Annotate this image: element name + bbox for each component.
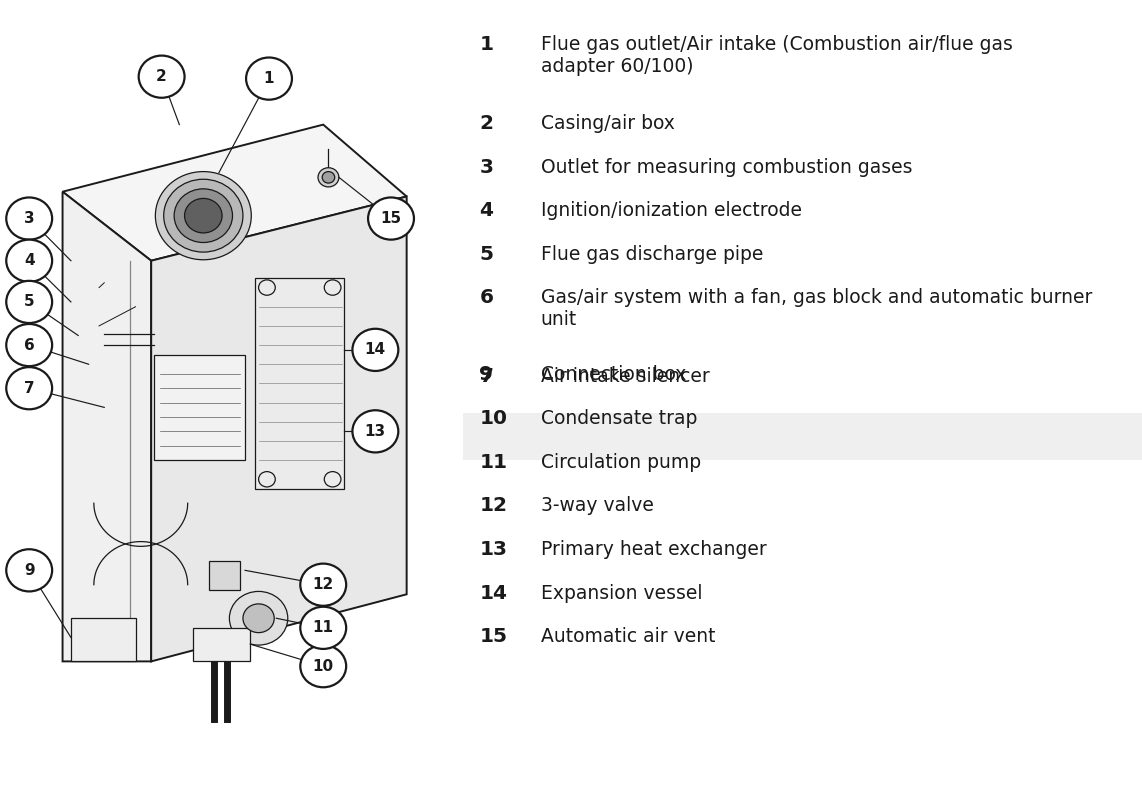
- Circle shape: [163, 179, 243, 252]
- Circle shape: [185, 198, 222, 233]
- Text: Flue gas outlet/Air intake (Combustion air/flue gas
adapter 60/100): Flue gas outlet/Air intake (Combustion a…: [540, 35, 1013, 76]
- Text: Casing/air box: Casing/air box: [540, 114, 675, 133]
- Text: 14: 14: [480, 583, 507, 603]
- Circle shape: [324, 472, 341, 487]
- Text: 12: 12: [480, 497, 507, 516]
- Text: 9: 9: [480, 365, 493, 384]
- Polygon shape: [256, 278, 344, 489]
- Polygon shape: [63, 125, 407, 261]
- Circle shape: [155, 171, 251, 259]
- Circle shape: [6, 240, 53, 282]
- Text: 12: 12: [313, 577, 333, 592]
- Polygon shape: [193, 628, 250, 661]
- Text: Automatic air vent: Automatic air vent: [540, 627, 715, 646]
- Text: 2: 2: [480, 114, 493, 133]
- Text: 15: 15: [380, 211, 402, 226]
- Circle shape: [6, 549, 53, 591]
- Text: Expansion vessel: Expansion vessel: [540, 583, 702, 603]
- Text: 14: 14: [364, 343, 386, 358]
- Text: 7: 7: [480, 367, 493, 386]
- Text: Gas/air system with a fan, gas block and automatic burner
unit: Gas/air system with a fan, gas block and…: [540, 288, 1092, 329]
- Circle shape: [300, 607, 346, 649]
- Circle shape: [258, 280, 275, 296]
- Circle shape: [6, 367, 53, 410]
- Circle shape: [174, 189, 233, 243]
- Polygon shape: [63, 192, 151, 661]
- Text: Outlet for measuring combustion gases: Outlet for measuring combustion gases: [540, 157, 912, 177]
- Text: 13: 13: [364, 424, 386, 439]
- Circle shape: [300, 564, 346, 606]
- Circle shape: [258, 472, 275, 487]
- Text: 6: 6: [480, 288, 493, 307]
- Text: 3-way valve: 3-way valve: [540, 497, 653, 516]
- Text: 4: 4: [480, 201, 493, 220]
- Text: Air intake silencer: Air intake silencer: [540, 367, 709, 386]
- Circle shape: [300, 645, 346, 687]
- Circle shape: [246, 57, 292, 100]
- Text: 3: 3: [24, 211, 34, 226]
- Text: Flue gas discharge pipe: Flue gas discharge pipe: [540, 245, 763, 264]
- Text: 13: 13: [480, 540, 507, 559]
- Text: Ignition/ionization electrode: Ignition/ionization electrode: [540, 201, 802, 220]
- Circle shape: [368, 197, 413, 240]
- Text: 5: 5: [480, 245, 493, 264]
- Text: 1: 1: [480, 35, 493, 54]
- Text: Condensate trap: Condensate trap: [540, 409, 697, 428]
- Text: 11: 11: [480, 453, 507, 472]
- Text: Circulation pump: Circulation pump: [540, 453, 701, 472]
- Circle shape: [353, 329, 399, 371]
- Circle shape: [230, 591, 288, 645]
- Polygon shape: [71, 619, 136, 661]
- Text: Primary heat exchanger: Primary heat exchanger: [540, 540, 766, 559]
- Circle shape: [324, 280, 341, 296]
- Polygon shape: [154, 354, 246, 460]
- FancyBboxPatch shape: [463, 413, 1142, 460]
- Text: 10: 10: [480, 409, 507, 428]
- Text: 9: 9: [24, 563, 34, 578]
- Circle shape: [243, 604, 274, 633]
- Text: 15: 15: [480, 627, 507, 646]
- Circle shape: [6, 281, 53, 323]
- Circle shape: [353, 410, 399, 453]
- Text: 10: 10: [313, 659, 333, 674]
- Text: 3: 3: [480, 157, 493, 177]
- Polygon shape: [209, 560, 240, 590]
- Circle shape: [322, 171, 335, 183]
- Circle shape: [317, 167, 339, 187]
- Circle shape: [138, 56, 185, 97]
- Text: 5: 5: [24, 295, 34, 310]
- Text: 7: 7: [24, 380, 34, 395]
- Circle shape: [6, 197, 53, 240]
- Text: 6: 6: [24, 337, 34, 353]
- Polygon shape: [151, 196, 407, 661]
- Text: 11: 11: [313, 620, 333, 635]
- Text: 2: 2: [156, 69, 167, 84]
- Text: 1: 1: [264, 71, 274, 86]
- Circle shape: [6, 324, 53, 366]
- Text: Connection box: Connection box: [540, 365, 686, 384]
- Text: 4: 4: [24, 253, 34, 268]
